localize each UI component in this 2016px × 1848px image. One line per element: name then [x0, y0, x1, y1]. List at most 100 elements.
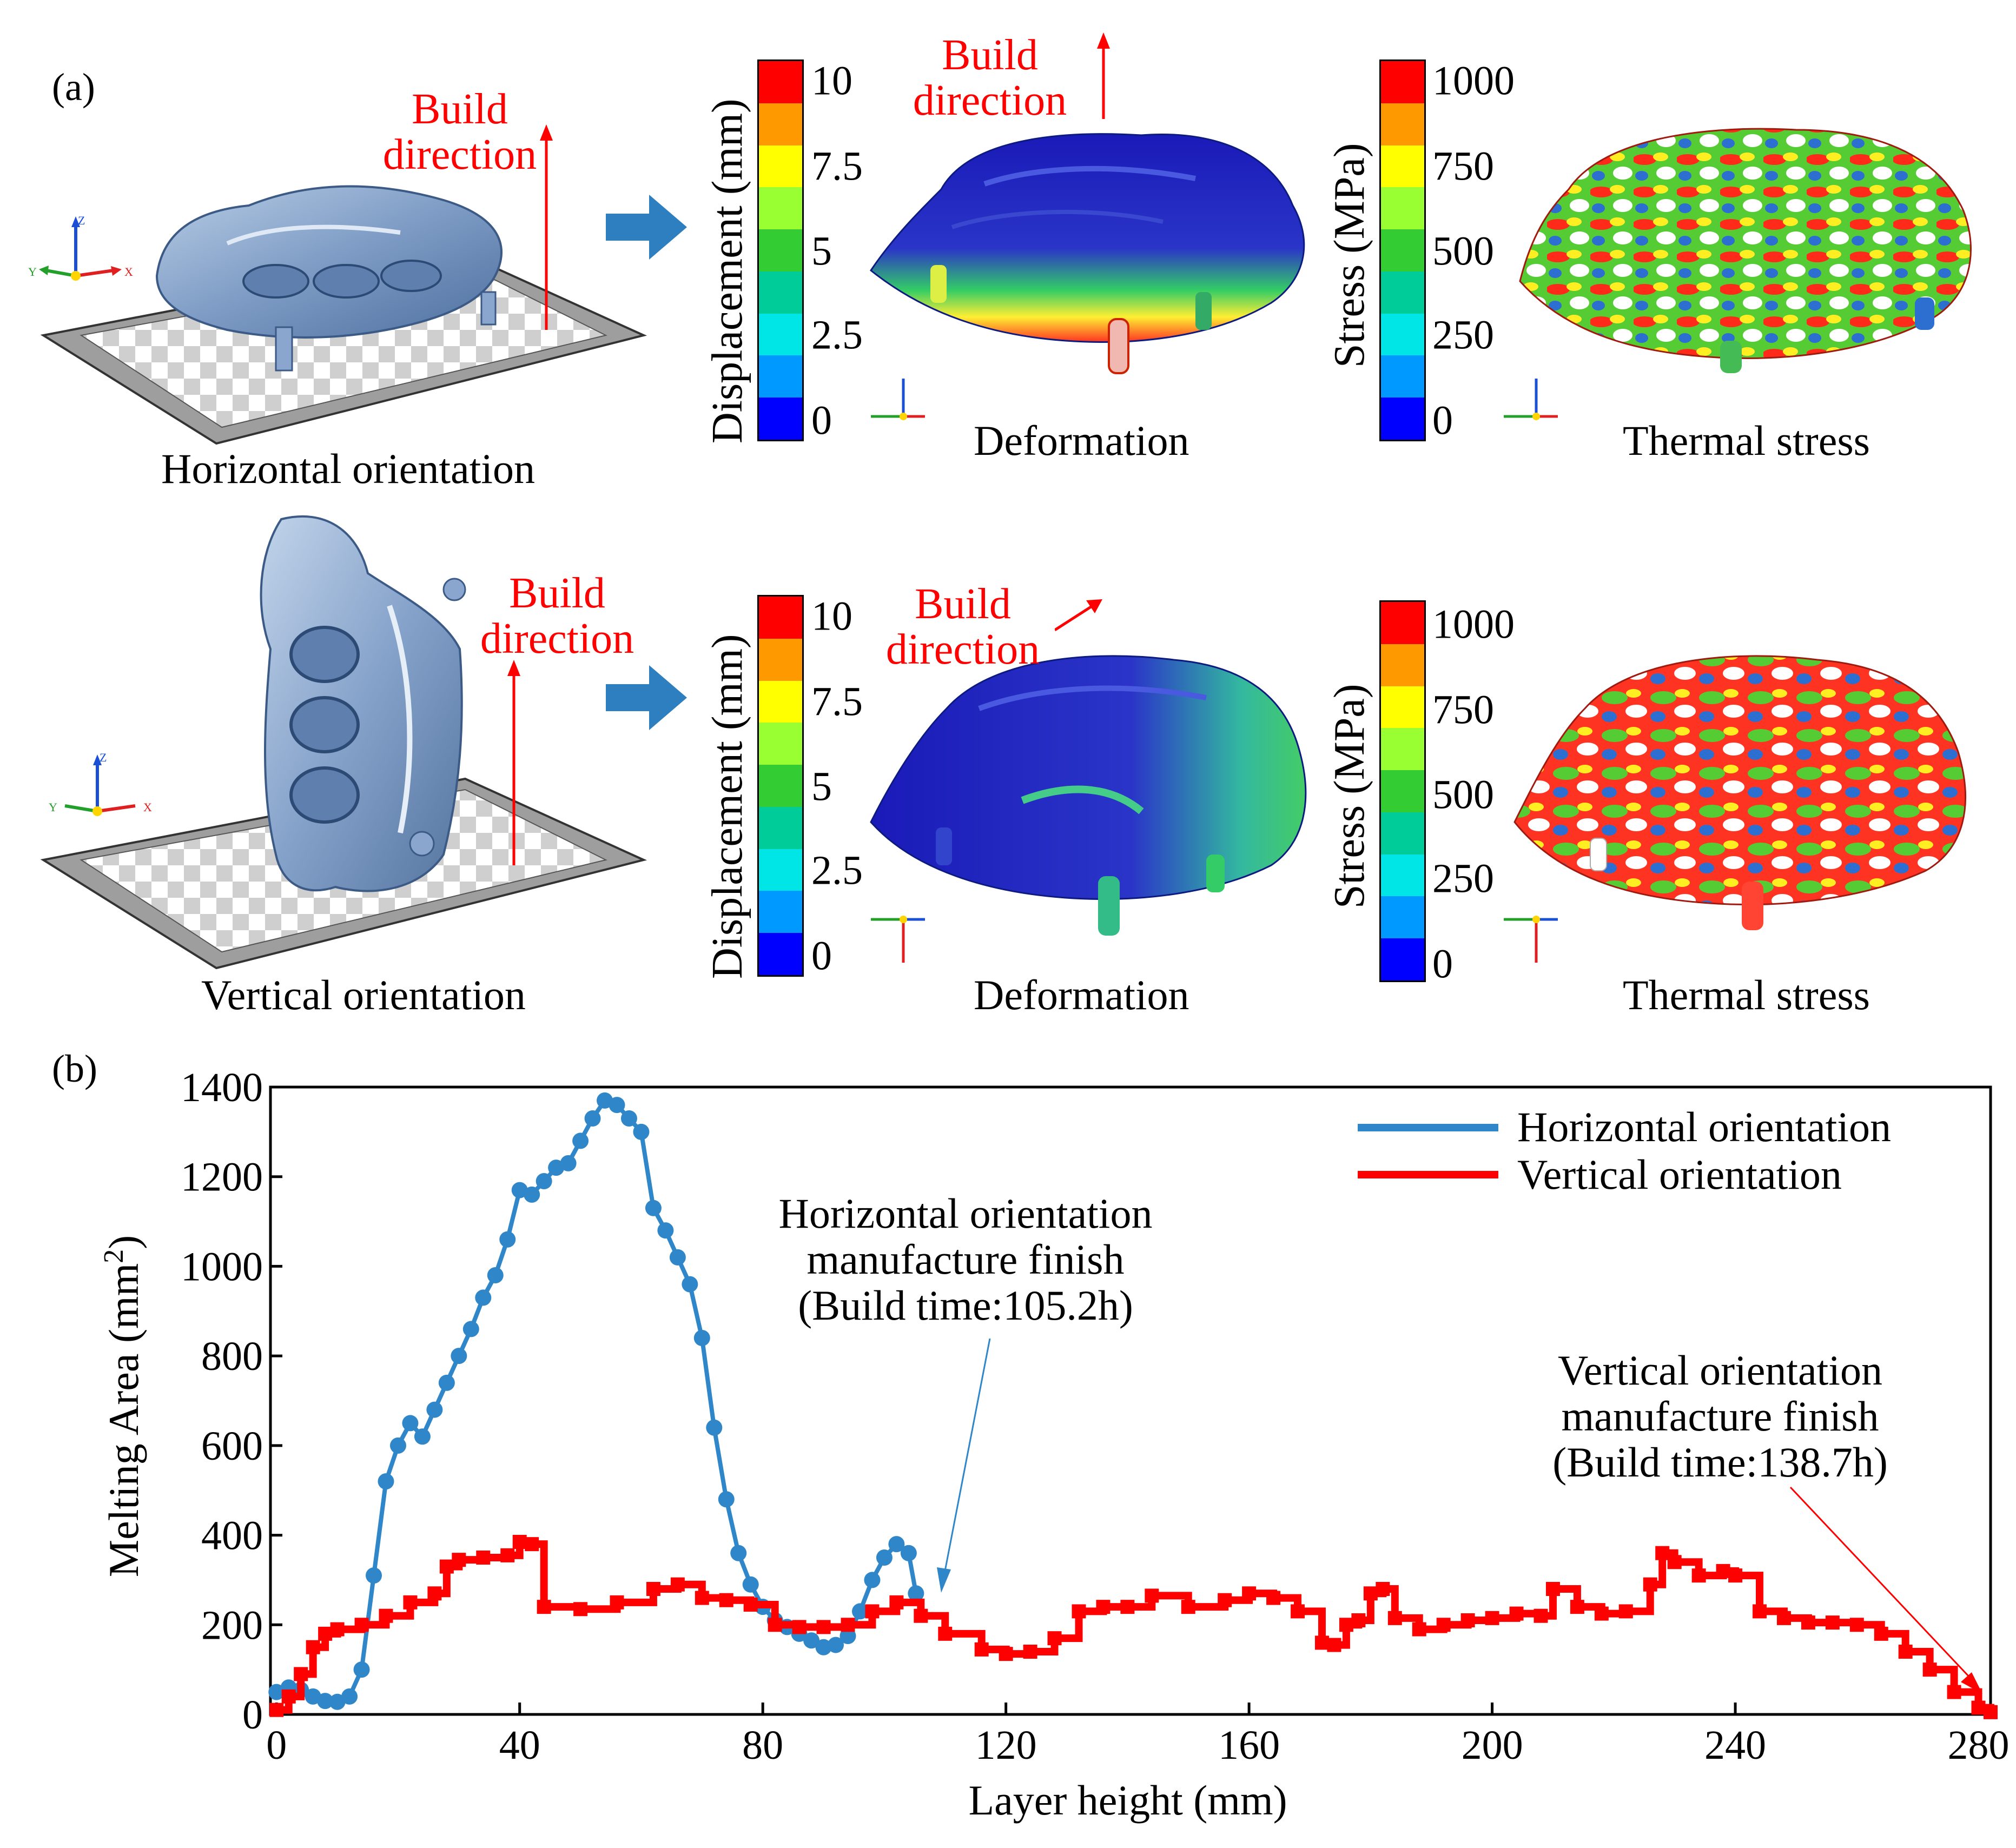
deformation-caption-row2: Deformation: [974, 971, 1189, 1018]
annotation-v-line2: manufacture finish: [1562, 1393, 1879, 1440]
data-point-vertical: [1096, 1600, 1111, 1614]
thermal-stress-render-row1: [1519, 128, 1972, 373]
tick-label: 250: [1432, 312, 1494, 358]
data-point-horizontal: [475, 1289, 492, 1306]
tick-label: 500: [1432, 772, 1494, 818]
data-point-vertical: [1047, 1631, 1062, 1646]
data-point-vertical: [1716, 1564, 1730, 1578]
data-point-horizontal: [840, 1628, 856, 1644]
axis-x-label: X: [124, 265, 133, 279]
x-ticks: 0 40 80 120 160 200 240 280: [266, 1703, 2010, 1768]
data-point-vertical: [1655, 1546, 1670, 1560]
tick-label: 7.5: [811, 143, 863, 189]
y-tick-label: 1000: [181, 1244, 263, 1289]
stress-colorbar-title-row1: Stress (MPa): [1326, 143, 1373, 368]
data-point-vertical: [695, 1591, 709, 1605]
data-point-vertical: [439, 1559, 454, 1574]
data-point-vertical: [1072, 1604, 1086, 1619]
x-tick-label: 0: [266, 1723, 287, 1768]
data-point-vertical: [1023, 1645, 1037, 1659]
data-point-vertical: [1801, 1615, 1815, 1630]
cb-seg: [759, 61, 802, 103]
build-direction-arrow-row1-left: [540, 124, 553, 330]
displacement-colorbar-title-row1: Displacement (mm): [704, 98, 751, 443]
build-direction-arrow-row2-left: [507, 660, 520, 865]
data-point-horizontal: [693, 1330, 710, 1346]
data-point-horizontal: [718, 1491, 735, 1508]
data-point-vertical: [1898, 1645, 1913, 1659]
axis-z-label: Z: [78, 214, 85, 227]
data-point-vertical: [294, 1667, 308, 1681]
data-point-vertical: [1387, 1611, 1402, 1625]
data-point-vertical: [500, 1548, 515, 1562]
data-point-vertical: [914, 1608, 928, 1623]
data-point-vertical: [646, 1582, 660, 1596]
data-point-horizontal: [742, 1576, 759, 1593]
data-point-vertical: [476, 1551, 491, 1565]
data-point-horizontal: [462, 1321, 479, 1337]
data-point-horizontal: [908, 1585, 924, 1602]
data-point-horizontal: [584, 1110, 601, 1127]
y-tick-label: 800: [201, 1334, 263, 1379]
data-point-horizontal: [524, 1186, 540, 1203]
data-point-vertical: [743, 1598, 758, 1612]
small-axis-triad-icon: [1504, 379, 1558, 420]
data-point-vertical: [1570, 1600, 1584, 1614]
data-point-vertical: [1436, 1618, 1451, 1632]
data-point-vertical: [792, 1620, 807, 1634]
tick-label: 2.5: [811, 312, 863, 358]
series-layer: [268, 1092, 1998, 1719]
y-tick-label: 1200: [181, 1155, 263, 1200]
vertical-model-figure: Z X Y: [40, 515, 647, 970]
build-direction-arrow-row2-mid: [1055, 599, 1102, 632]
data-point-horizontal: [560, 1155, 577, 1171]
data-point-horizontal: [730, 1545, 747, 1561]
data-point-vertical: [306, 1640, 320, 1654]
data-point-vertical: [1643, 1577, 1657, 1592]
data-point-vertical: [1120, 1600, 1135, 1614]
small-axis-triad-icon: [871, 916, 925, 963]
data-point-vertical: [330, 1622, 345, 1637]
data-point-vertical: [403, 1595, 418, 1609]
tick-label: 1000: [1432, 601, 1515, 647]
process-arrow-row2-icon: [606, 665, 687, 730]
displacement-colorbar-title-row2: Displacement (mm): [704, 634, 751, 979]
thermal-stress-caption-row1: Thermal stress: [1623, 417, 1870, 464]
data-point-vertical: [525, 1537, 539, 1552]
data-point-vertical: [1534, 1608, 1548, 1623]
brake-caliper-horizontal: [155, 185, 503, 372]
data-point-vertical: [610, 1595, 624, 1609]
data-point-vertical: [999, 1647, 1013, 1661]
panel-a-label: (a): [52, 65, 95, 109]
data-point-horizontal: [900, 1545, 917, 1561]
data-point-horizontal: [487, 1267, 504, 1283]
tick-label: 10: [811, 593, 852, 639]
y-tick-label: 0: [242, 1692, 263, 1738]
data-point-vertical: [1691, 1568, 1706, 1583]
data-point-vertical: [1376, 1582, 1390, 1596]
annotation-h-line3: (Build time:105.2h): [798, 1282, 1133, 1329]
brake-caliper-vertical: [260, 515, 466, 892]
displacement-colorbar-row2: [757, 595, 804, 977]
data-point-horizontal: [353, 1661, 370, 1678]
data-point-horizontal: [426, 1401, 443, 1418]
x-tick-label: 120: [975, 1723, 1037, 1768]
tick-label: 7.5: [811, 679, 863, 725]
data-point-vertical: [1594, 1606, 1609, 1621]
x-tick-label: 240: [1704, 1723, 1766, 1768]
axis-y-label: Y: [49, 800, 57, 814]
stress-colorbar-row2: [1379, 600, 1426, 982]
tick-label: 5: [811, 228, 832, 274]
axis-x-label: X: [143, 800, 152, 814]
data-point-vertical: [1984, 1705, 1998, 1719]
small-axis-triad-icon: [1504, 916, 1558, 963]
data-point-vertical: [768, 1618, 782, 1632]
data-point-vertical: [1753, 1604, 1767, 1619]
y-tick-label: 200: [201, 1602, 263, 1648]
data-point-vertical: [974, 1642, 989, 1657]
tick-label: 750: [1432, 687, 1494, 733]
build-direction-arrow-row1-mid: [1097, 32, 1110, 119]
data-point-vertical: [1327, 1638, 1341, 1652]
data-point-vertical: [938, 1626, 953, 1641]
tick-label: 250: [1432, 856, 1494, 902]
